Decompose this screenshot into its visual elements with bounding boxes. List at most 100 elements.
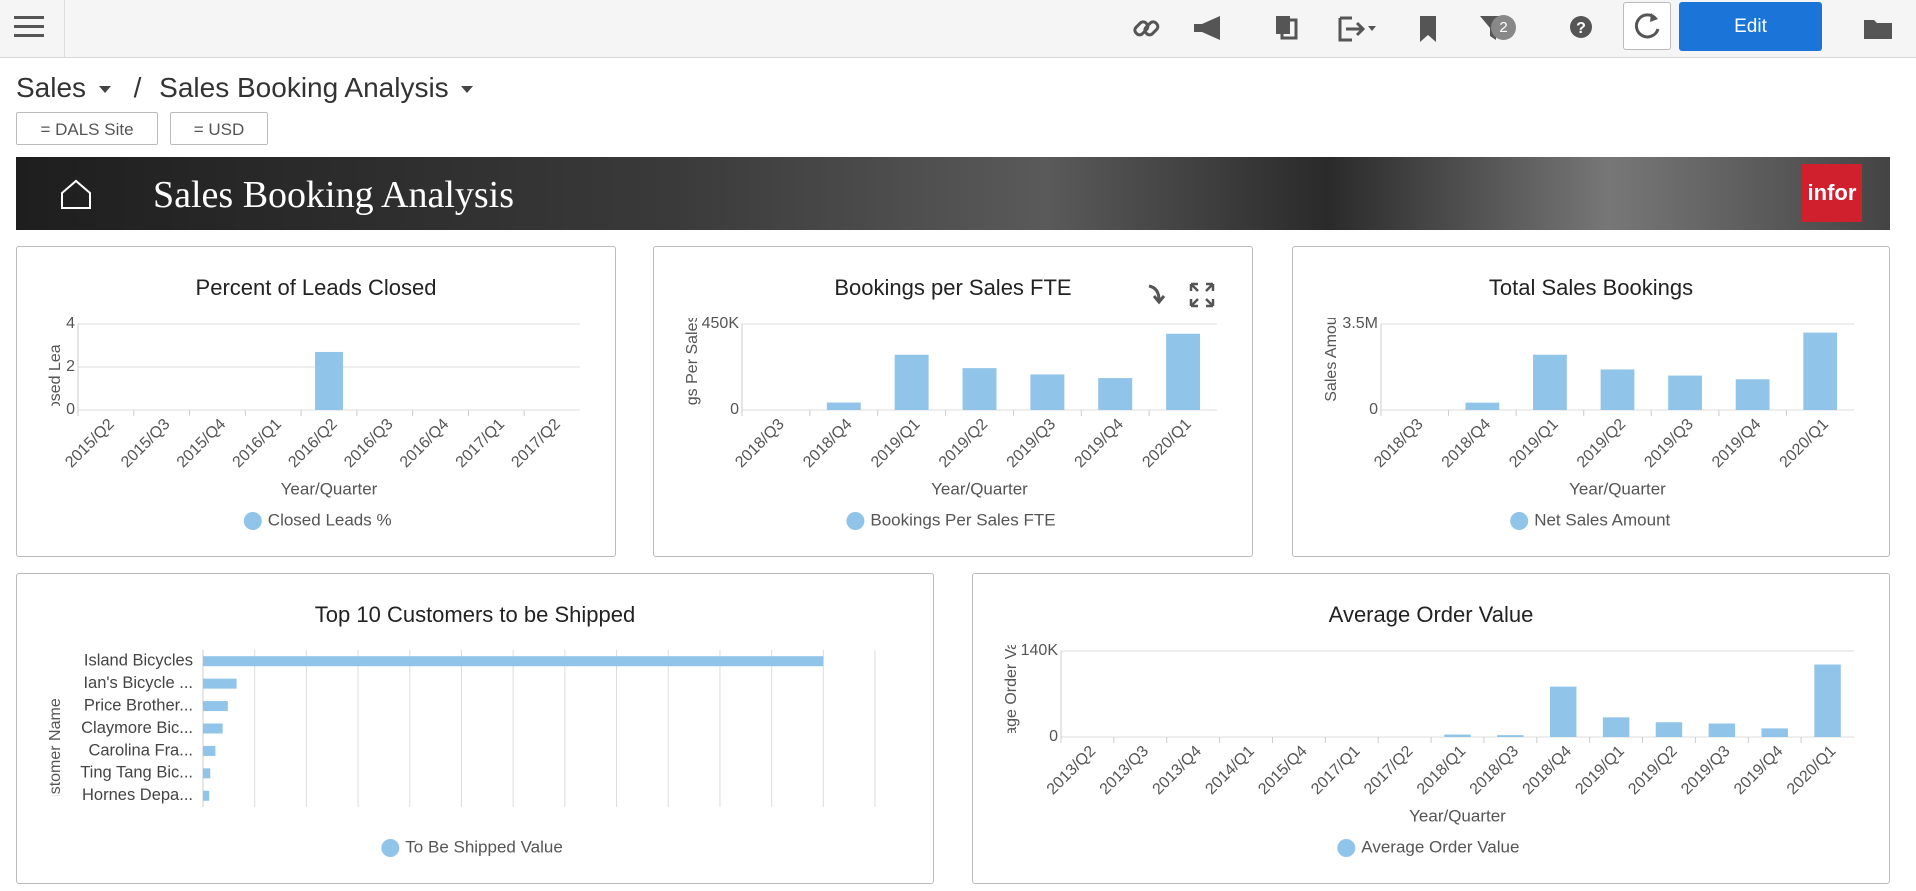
- x-tick-label: 2016/Q3: [341, 416, 397, 472]
- y-tick-label: Ian's Bicycle ...: [83, 674, 193, 692]
- x-tick-label: 2014/Q1: [1202, 743, 1258, 799]
- bar: [203, 745, 216, 756]
- legend-marker: [1337, 839, 1356, 857]
- x-tick-label: 2016/Q1: [230, 416, 286, 472]
- x-tick-label: 2013/Q2: [1044, 743, 1100, 799]
- bar: [203, 678, 237, 689]
- refresh-button[interactable]: [1623, 2, 1671, 50]
- chart-title: Total Sales Bookings: [1489, 275, 1693, 300]
- chart-panel: Total Sales Bookings 0 3.5M 2018/Q3 2018/Q4 2…: [1292, 246, 1890, 557]
- x-tick-label: 2015/Q4: [1255, 743, 1311, 799]
- bar: [826, 402, 861, 410]
- x-tick-label: 2016/Q4: [397, 416, 453, 472]
- x-tick-label: 2020/Q1: [1777, 416, 1833, 472]
- legend-marker: [243, 512, 262, 530]
- y-tick-label: 0: [66, 401, 75, 418]
- bar: [203, 656, 824, 667]
- bar: [1098, 378, 1133, 410]
- y-axis-title: Bookings Per Sales FTE: [684, 280, 701, 454]
- svg-text:?: ?: [1576, 20, 1586, 37]
- chart: Average Order Value0140K2013/Q22013/Q320…: [1003, 602, 1854, 857]
- bar: [1761, 728, 1788, 737]
- x-tick-label: 2019/Q3: [1641, 416, 1697, 472]
- chart-title: Percent of Leads Closed: [196, 275, 437, 300]
- chart-title: Average Order Value: [1329, 602, 1534, 627]
- y-tick-label: 450K: [702, 315, 740, 332]
- x-tick-label: 2015/Q4: [174, 416, 230, 472]
- breadcrumb-current[interactable]: Sales Booking Analysis: [159, 71, 449, 103]
- legend-label: Average Order Value: [1361, 837, 1519, 856]
- legend-label: Closed Leads %: [268, 510, 392, 529]
- x-tick-label: 2019/Q2: [1625, 743, 1681, 799]
- y-tick-label: Price Brother...: [84, 696, 193, 714]
- x-tick-label: 2018/Q4: [1439, 416, 1495, 472]
- legend-label: Bookings Per Sales FTE: [870, 510, 1055, 529]
- panel-icons[interactable]: [1143, 280, 1223, 310]
- bar: [1444, 734, 1471, 737]
- x-tick-label: 2019/Q4: [1072, 416, 1128, 472]
- toolbar-icons[interactable]: ?: [1130, 12, 1600, 46]
- x-tick-label: 2018/Q4: [1520, 743, 1576, 799]
- edit-button[interactable]: Edit: [1679, 2, 1822, 51]
- caret[interactable]: [94, 78, 116, 98]
- breadcrumb-separator: /: [133, 71, 142, 103]
- menu-icon[interactable]: [12, 10, 46, 44]
- x-axis-title: Year/Quarter: [281, 479, 378, 498]
- bar: [1668, 375, 1702, 410]
- chart: Percent of Leads Closed 0 2 4 2015/Q2 2015/Q3…: [47, 275, 580, 530]
- y-tick-label: 140K: [1021, 642, 1059, 659]
- bar: [1803, 332, 1838, 410]
- bar: [203, 701, 228, 712]
- chart-title: Bookings per Sales FTE: [834, 275, 1071, 300]
- x-axis-title: Year/Quarter: [931, 479, 1028, 498]
- breadcrumb: Sales / Sales Booking Analysis: [16, 70, 478, 104]
- y-tick-label: 2: [66, 358, 75, 375]
- y-tick-label: 0: [1049, 728, 1058, 745]
- y-tick-label: Island Bicycles: [84, 652, 193, 670]
- breadcrumb-parent[interactable]: Sales: [16, 71, 87, 103]
- x-tick-label: 2019/Q2: [1574, 416, 1630, 472]
- x-tick-label: 2017/Q2: [508, 416, 564, 472]
- x-tick-label: 2019/Q4: [1731, 743, 1787, 799]
- bar: [962, 368, 997, 410]
- y-tick-label: 0: [730, 401, 739, 418]
- x-tick-label: 2018/Q4: [800, 416, 856, 472]
- banner-title: Sales Booking Analysis: [153, 174, 515, 216]
- folder-icon[interactable]: [1862, 14, 1896, 42]
- home-icon[interactable]: [58, 177, 94, 211]
- banner: Sales Booking Analysis infor: [16, 157, 1890, 230]
- filter-chip[interactable]: = DALS Site: [16, 112, 158, 145]
- bar: [1600, 369, 1635, 410]
- y-tick-label: Ting Tang Bic...: [80, 764, 193, 782]
- x-tick-label: 2017/Q1: [1308, 743, 1364, 799]
- legend-marker: [846, 512, 865, 530]
- x-tick-label: 2019/Q3: [1678, 743, 1734, 799]
- y-axis-title: Customer Name: [47, 698, 64, 815]
- x-tick-label: 2019/Q4: [1709, 416, 1765, 472]
- bar: [1497, 735, 1524, 737]
- x-tick-label: 2018/Q3: [1371, 416, 1427, 472]
- x-tick-label: 2017/Q2: [1361, 743, 1417, 799]
- bar: [1814, 664, 1841, 737]
- filter-chip[interactable]: = USD: [170, 112, 268, 145]
- legend-label: Net Sales Amount: [1534, 510, 1670, 529]
- filter-badge: 2: [1491, 15, 1516, 40]
- legend-marker: [1510, 512, 1529, 530]
- chart-title: Top 10 Customers to be Shipped: [315, 602, 635, 627]
- chart: Bookings per Sales FTE 0 450K 2018/Q3 2018/Q…: [684, 275, 1217, 530]
- y-tick-label: 4: [66, 315, 75, 332]
- logo: infor: [1802, 164, 1862, 222]
- x-tick-label: 2019/Q1: [1506, 416, 1562, 472]
- bar: [203, 768, 211, 779]
- bar: [1030, 374, 1065, 410]
- bar: [203, 790, 210, 801]
- y-tick-label: 3.5M: [1342, 315, 1378, 332]
- x-tick-label: 2019/Q2: [936, 416, 992, 472]
- legend-marker: [381, 839, 400, 857]
- caret[interactable]: [456, 78, 478, 98]
- y-tick-label: 0: [1369, 401, 1378, 418]
- x-tick-label: 2017/Q1: [453, 416, 509, 472]
- chart-panel: Average Order Value 0 140K 2013/Q2 2013/Q3 20…: [972, 573, 1890, 884]
